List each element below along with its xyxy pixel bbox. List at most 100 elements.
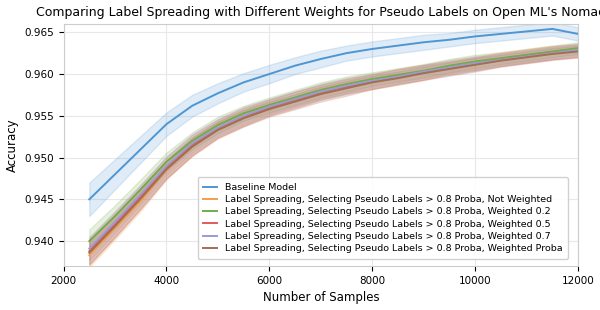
Label Spreading, Selecting Pseudo Labels > 0.8 Proba, Weighted 0.5 xyxy=(420,70,427,74)
Baseline Model xyxy=(112,172,119,176)
Label Spreading, Selecting Pseudo Labels > 0.8 Proba, Weighted 0.2 xyxy=(292,95,299,99)
Line: Label Spreading, Selecting Pseudo Labels > 0.8 Proba, Not Weighted: Label Spreading, Selecting Pseudo Labels… xyxy=(89,51,578,255)
Label Spreading, Selecting Pseudo Labels > 0.8 Proba, Weighted 0.7 xyxy=(317,90,325,93)
Baseline Model xyxy=(472,34,479,38)
Label Spreading, Selecting Pseudo Labels > 0.8 Proba, Weighted 0.2 xyxy=(137,188,145,191)
Line: Label Spreading, Selecting Pseudo Labels > 0.8 Proba, Weighted 0.7: Label Spreading, Selecting Pseudo Labels… xyxy=(89,50,578,249)
Baseline Model xyxy=(343,51,350,55)
Label Spreading, Selecting Pseudo Labels > 0.8 Proba, Not Weighted xyxy=(343,84,350,87)
Label Spreading, Selecting Pseudo Labels > 0.8 Proba, Weighted 0.7 xyxy=(523,55,530,58)
Label Spreading, Selecting Pseudo Labels > 0.8 Proba, Not Weighted xyxy=(317,90,325,93)
Baseline Model xyxy=(137,147,145,151)
Baseline Model xyxy=(446,38,453,42)
Label Spreading, Selecting Pseudo Labels > 0.8 Proba, Weighted 0.7 xyxy=(549,51,556,55)
Baseline Model xyxy=(214,91,221,95)
Legend: Baseline Model, Label Spreading, Selecting Pseudo Labels > 0.8 Proba, Not Weight: Baseline Model, Label Spreading, Selecti… xyxy=(197,177,568,259)
Label Spreading, Selecting Pseudo Labels > 0.8 Proba, Weighted 0.7 xyxy=(368,79,376,82)
Label Spreading, Selecting Pseudo Labels > 0.8 Proba, Weighted 0.7 xyxy=(214,126,221,129)
Label Spreading, Selecting Pseudo Labels > 0.8 Proba, Not Weighted xyxy=(214,127,221,131)
Label Spreading, Selecting Pseudo Labels > 0.8 Proba, Weighted Proba xyxy=(549,52,556,56)
Label Spreading, Selecting Pseudo Labels > 0.8 Proba, Weighted 0.2 xyxy=(163,160,170,164)
Label Spreading, Selecting Pseudo Labels > 0.8 Proba, Weighted Proba xyxy=(240,117,247,120)
Label Spreading, Selecting Pseudo Labels > 0.8 Proba, Weighted 0.2 xyxy=(446,64,453,68)
Baseline Model xyxy=(240,81,247,84)
Label Spreading, Selecting Pseudo Labels > 0.8 Proba, Weighted Proba xyxy=(343,86,350,90)
Label Spreading, Selecting Pseudo Labels > 0.8 Proba, Weighted 0.2 xyxy=(86,239,93,243)
Label Spreading, Selecting Pseudo Labels > 0.8 Proba, Weighted 0.5 xyxy=(317,91,325,94)
Line: Baseline Model: Baseline Model xyxy=(89,29,578,199)
Label Spreading, Selecting Pseudo Labels > 0.8 Proba, Weighted 0.2 xyxy=(343,82,350,86)
Label Spreading, Selecting Pseudo Labels > 0.8 Proba, Weighted 0.5 xyxy=(188,143,196,147)
Label Spreading, Selecting Pseudo Labels > 0.8 Proba, Not Weighted xyxy=(86,254,93,257)
Baseline Model xyxy=(497,32,505,36)
Baseline Model xyxy=(420,40,427,44)
Label Spreading, Selecting Pseudo Labels > 0.8 Proba, Weighted 0.5 xyxy=(137,195,145,199)
Label Spreading, Selecting Pseudo Labels > 0.8 Proba, Not Weighted xyxy=(446,65,453,69)
Label Spreading, Selecting Pseudo Labels > 0.8 Proba, Not Weighted xyxy=(240,116,247,119)
Label Spreading, Selecting Pseudo Labels > 0.8 Proba, Weighted 0.7 xyxy=(394,75,401,78)
Label Spreading, Selecting Pseudo Labels > 0.8 Proba, Weighted 0.7 xyxy=(472,61,479,65)
Label Spreading, Selecting Pseudo Labels > 0.8 Proba, Weighted 0.5 xyxy=(112,223,119,226)
Label Spreading, Selecting Pseudo Labels > 0.8 Proba, Not Weighted xyxy=(188,145,196,148)
Line: Label Spreading, Selecting Pseudo Labels > 0.8 Proba, Weighted Proba: Label Spreading, Selecting Pseudo Labels… xyxy=(89,51,578,253)
Label Spreading, Selecting Pseudo Labels > 0.8 Proba, Weighted Proba xyxy=(112,224,119,228)
Label Spreading, Selecting Pseudo Labels > 0.8 Proba, Not Weighted xyxy=(549,51,556,54)
Label Spreading, Selecting Pseudo Labels > 0.8 Proba, Weighted Proba xyxy=(368,81,376,84)
Label Spreading, Selecting Pseudo Labels > 0.8 Proba, Weighted Proba xyxy=(188,145,196,148)
Label Spreading, Selecting Pseudo Labels > 0.8 Proba, Weighted Proba xyxy=(420,71,427,75)
Label Spreading, Selecting Pseudo Labels > 0.8 Proba, Weighted 0.5 xyxy=(292,98,299,102)
Label Spreading, Selecting Pseudo Labels > 0.8 Proba, Weighted 0.7 xyxy=(266,105,273,108)
Label Spreading, Selecting Pseudo Labels > 0.8 Proba, Not Weighted xyxy=(368,80,376,83)
Label Spreading, Selecting Pseudo Labels > 0.8 Proba, Weighted 0.7 xyxy=(163,164,170,168)
Label Spreading, Selecting Pseudo Labels > 0.8 Proba, Weighted 0.5 xyxy=(343,85,350,88)
Label Spreading, Selecting Pseudo Labels > 0.8 Proba, Weighted 0.5 xyxy=(446,66,453,70)
Baseline Model xyxy=(292,64,299,68)
Label Spreading, Selecting Pseudo Labels > 0.8 Proba, Weighted 0.5 xyxy=(86,249,93,253)
Baseline Model xyxy=(266,72,273,76)
Label Spreading, Selecting Pseudo Labels > 0.8 Proba, Weighted 0.2 xyxy=(420,69,427,73)
Label Spreading, Selecting Pseudo Labels > 0.8 Proba, Weighted 0.5 xyxy=(497,58,505,62)
Label Spreading, Selecting Pseudo Labels > 0.8 Proba, Not Weighted xyxy=(112,227,119,230)
Label Spreading, Selecting Pseudo Labels > 0.8 Proba, Weighted 0.2 xyxy=(549,50,556,53)
Title: Comparing Label Spreading with Different Weights for Pseudo Labels on Open ML's : Comparing Label Spreading with Different… xyxy=(36,6,600,19)
Label Spreading, Selecting Pseudo Labels > 0.8 Proba, Weighted 0.2 xyxy=(523,53,530,57)
Baseline Model xyxy=(163,122,170,126)
Label Spreading, Selecting Pseudo Labels > 0.8 Proba, Weighted 0.7 xyxy=(420,70,427,73)
Baseline Model xyxy=(86,197,93,201)
Label Spreading, Selecting Pseudo Labels > 0.8 Proba, Weighted Proba xyxy=(163,167,170,171)
Label Spreading, Selecting Pseudo Labels > 0.8 Proba, Weighted 0.5 xyxy=(163,166,170,170)
Label Spreading, Selecting Pseudo Labels > 0.8 Proba, Weighted 0.7 xyxy=(574,48,581,52)
Label Spreading, Selecting Pseudo Labels > 0.8 Proba, Weighted 0.5 xyxy=(574,49,581,52)
Label Spreading, Selecting Pseudo Labels > 0.8 Proba, Not Weighted xyxy=(497,57,505,61)
Label Spreading, Selecting Pseudo Labels > 0.8 Proba, Weighted Proba xyxy=(86,251,93,255)
Label Spreading, Selecting Pseudo Labels > 0.8 Proba, Not Weighted xyxy=(163,168,170,172)
Label Spreading, Selecting Pseudo Labels > 0.8 Proba, Not Weighted xyxy=(472,61,479,65)
Label Spreading, Selecting Pseudo Labels > 0.8 Proba, Weighted 0.5 xyxy=(523,55,530,58)
Label Spreading, Selecting Pseudo Labels > 0.8 Proba, Weighted 0.2 xyxy=(317,88,325,92)
X-axis label: Number of Samples: Number of Samples xyxy=(263,291,379,304)
Label Spreading, Selecting Pseudo Labels > 0.8 Proba, Weighted 0.7 xyxy=(497,58,505,62)
Line: Label Spreading, Selecting Pseudo Labels > 0.8 Proba, Weighted 0.5: Label Spreading, Selecting Pseudo Labels… xyxy=(89,51,578,251)
Label Spreading, Selecting Pseudo Labels > 0.8 Proba, Weighted Proba xyxy=(497,59,505,63)
Label Spreading, Selecting Pseudo Labels > 0.8 Proba, Weighted 0.2 xyxy=(394,73,401,77)
Y-axis label: Accuracy: Accuracy xyxy=(5,118,19,172)
Label Spreading, Selecting Pseudo Labels > 0.8 Proba, Weighted Proba xyxy=(266,107,273,111)
Label Spreading, Selecting Pseudo Labels > 0.8 Proba, Weighted 0.7 xyxy=(188,141,196,145)
Label Spreading, Selecting Pseudo Labels > 0.8 Proba, Not Weighted xyxy=(137,199,145,203)
Label Spreading, Selecting Pseudo Labels > 0.8 Proba, Weighted Proba xyxy=(472,63,479,67)
Label Spreading, Selecting Pseudo Labels > 0.8 Proba, Weighted 0.2 xyxy=(574,46,581,50)
Label Spreading, Selecting Pseudo Labels > 0.8 Proba, Not Weighted xyxy=(574,49,581,52)
Label Spreading, Selecting Pseudo Labels > 0.8 Proba, Weighted Proba xyxy=(214,128,221,132)
Label Spreading, Selecting Pseudo Labels > 0.8 Proba, Weighted Proba xyxy=(523,55,530,59)
Label Spreading, Selecting Pseudo Labels > 0.8 Proba, Not Weighted xyxy=(523,54,530,57)
Baseline Model xyxy=(368,47,376,51)
Label Spreading, Selecting Pseudo Labels > 0.8 Proba, Weighted Proba xyxy=(574,50,581,53)
Label Spreading, Selecting Pseudo Labels > 0.8 Proba, Weighted 0.5 xyxy=(214,126,221,130)
Label Spreading, Selecting Pseudo Labels > 0.8 Proba, Weighted 0.5 xyxy=(394,75,401,78)
Baseline Model xyxy=(317,57,325,61)
Label Spreading, Selecting Pseudo Labels > 0.8 Proba, Weighted 0.2 xyxy=(497,56,505,60)
Label Spreading, Selecting Pseudo Labels > 0.8 Proba, Not Weighted xyxy=(266,106,273,109)
Label Spreading, Selecting Pseudo Labels > 0.8 Proba, Not Weighted xyxy=(292,97,299,101)
Line: Label Spreading, Selecting Pseudo Labels > 0.8 Proba, Weighted 0.2: Label Spreading, Selecting Pseudo Labels… xyxy=(89,48,578,241)
Label Spreading, Selecting Pseudo Labels > 0.8 Proba, Weighted 0.7 xyxy=(446,65,453,69)
